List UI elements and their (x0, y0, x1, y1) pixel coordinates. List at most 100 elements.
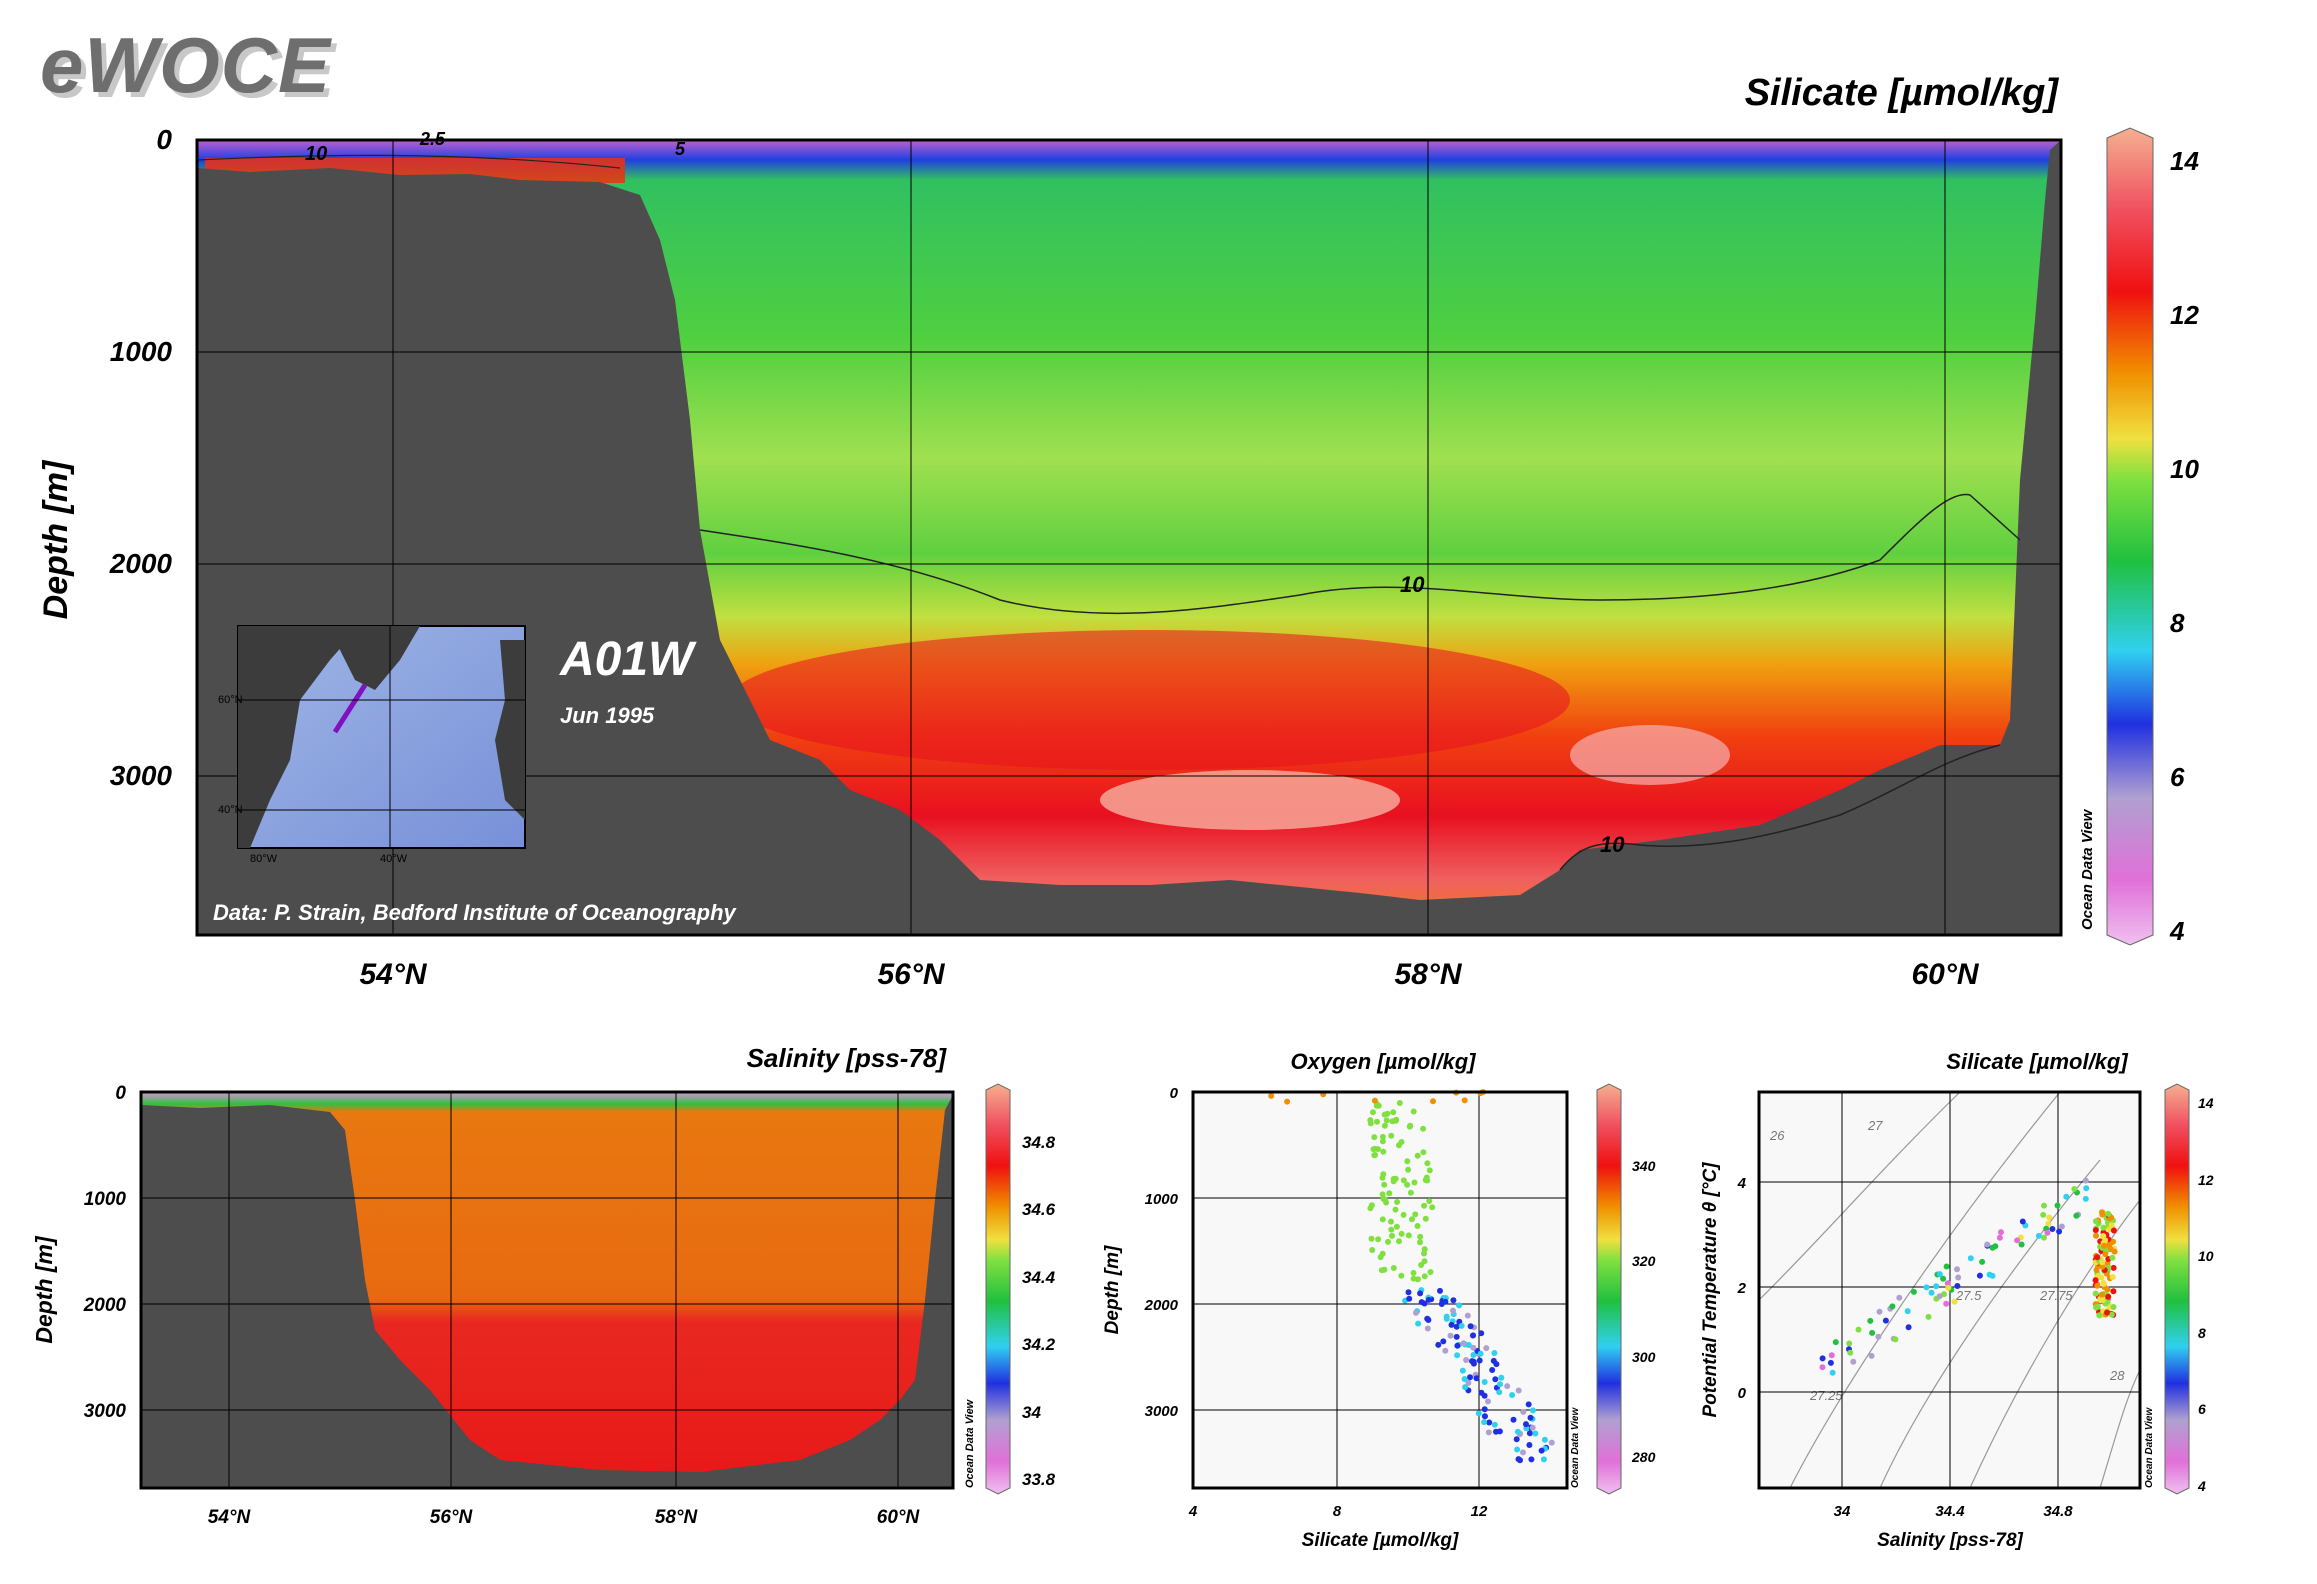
salinity-odv-label: Ocean Data View (964, 1398, 976, 1488)
salinity-colorbar (985, 1083, 1011, 1495)
inset-map-north-america (238, 626, 360, 848)
ts-odv-label: Ocean Data View (2144, 1407, 2155, 1488)
ts-ylabel: Potential Temperature θ [°C] (1700, 1162, 1721, 1418)
profile-point (1398, 1139, 1405, 1145)
ts-point (2109, 1274, 2116, 1281)
ts-point (2108, 1311, 2115, 1318)
profile-point (1386, 1190, 1393, 1197)
ts-point (2107, 1246, 2114, 1253)
profile-point (1515, 1387, 1522, 1394)
salinity-cbar-342: 34.2 (1022, 1335, 1056, 1354)
ts-point (1855, 1326, 1862, 1333)
profile-point (1529, 1407, 1536, 1414)
profile-point (1435, 1341, 1442, 1348)
profile-point (1406, 1295, 1413, 1302)
profile-point (1496, 1389, 1503, 1396)
profile-point (1509, 1392, 1516, 1398)
profile-point (1475, 1410, 1482, 1417)
profile-point (1400, 1211, 1407, 1218)
profile-point (1438, 1301, 1445, 1307)
profile-point (1388, 1132, 1395, 1139)
salinity-cbar-338: 33.8 (1022, 1470, 1056, 1489)
cruise-label: A01W (559, 633, 697, 686)
profile-point (1526, 1430, 1533, 1437)
ts-ytick-4: 4 (1737, 1175, 1747, 1192)
salinity-cbar-348: 34.8 (1022, 1133, 1056, 1152)
salinity-xtick-56: 56°N (430, 1507, 474, 1528)
profile-point (1478, 1330, 1485, 1337)
ts-point (2105, 1210, 2112, 1217)
ts-point (2082, 1195, 2089, 1202)
ts-isopycnal-28: 28 (2109, 1368, 2125, 1383)
profile-point (1425, 1296, 1432, 1303)
cruise-date: Jun 1995 (560, 703, 655, 728)
profile-point (1383, 1199, 1390, 1206)
ts-point (2099, 1296, 2106, 1303)
ts-point (2102, 1237, 2109, 1244)
ts-point (1889, 1303, 1896, 1310)
deep-max-core (1100, 770, 1400, 830)
profile-point (1523, 1421, 1529, 1428)
ts-point (2110, 1264, 2117, 1271)
ts-point (2073, 1212, 2080, 1219)
ts-point (1996, 1234, 2003, 1241)
inset-map-lon-80: 80°W (250, 853, 278, 865)
ts-point (1955, 1274, 1962, 1281)
ts-point (1928, 1289, 1935, 1296)
profile-point (1497, 1381, 1503, 1388)
main-xtick-58: 58°N (1394, 958, 1462, 991)
profile-panel: Oxygen [µmol/kg] 0 1000 2000 3000 Depth … (1102, 1049, 1656, 1551)
profile-point (1470, 1344, 1477, 1351)
ts-point (2093, 1266, 2100, 1273)
ts-isopycnal-27: 27 (1867, 1118, 1883, 1133)
profile-ytick-0: 0 (1170, 1085, 1179, 1102)
seafloor-topography (197, 140, 2061, 935)
ts-point (1892, 1336, 1899, 1343)
profile-point (1381, 1122, 1388, 1129)
ts-point (1954, 1283, 1961, 1289)
ts-point (1829, 1369, 1836, 1376)
ts-point (1819, 1364, 1826, 1371)
ts-point (2040, 1211, 2047, 1218)
profile-point (1483, 1345, 1490, 1352)
ts-point (1998, 1229, 2004, 1236)
ts-point (1819, 1355, 1826, 1362)
ts-point (2044, 1229, 2051, 1236)
profile-odv-label: Ocean Data View (1570, 1407, 1581, 1488)
profile-point (1367, 1120, 1374, 1127)
ts-point (1940, 1275, 1947, 1282)
profile-colorbar (1596, 1083, 1622, 1495)
profile-point (1453, 1323, 1460, 1330)
inset-map-lat-60: 60°N (218, 694, 243, 706)
contour-label-10c: 10 (305, 143, 327, 165)
ts-point (2094, 1282, 2101, 1289)
contour-label-5: 5 (675, 139, 686, 159)
profile-ytick-3000: 3000 (1145, 1403, 1179, 1420)
profile-point (1381, 1266, 1388, 1273)
ts-isopycnals (1758, 1091, 2141, 1489)
main-section-panel: Silicate [µmol/kg] 10 10 10 2.5 5 (37, 72, 2199, 991)
ts-point (2092, 1277, 2099, 1284)
ts-point (1896, 1294, 1903, 1301)
profile-point (1284, 1098, 1291, 1105)
profile-point (1414, 1276, 1421, 1283)
profile-point (1379, 1250, 1386, 1257)
ts-point (1867, 1317, 1874, 1324)
profile-point (1374, 1118, 1380, 1125)
ts-point (2041, 1202, 2047, 1209)
ts-point (1882, 1317, 1889, 1324)
profile-xtick-12: 12 (1471, 1503, 1488, 1520)
ts-point (2104, 1309, 2110, 1316)
profile-point (1404, 1158, 1411, 1165)
profile-point (1379, 1133, 1386, 1140)
contour-label-10a: 10 (1400, 572, 1425, 597)
ts-isopycnal-275: 27.5 (1955, 1288, 1982, 1303)
ts-point (2082, 1177, 2089, 1184)
profile-point (1476, 1357, 1483, 1364)
ts-point (2099, 1263, 2106, 1270)
ts-point (2093, 1304, 2100, 1311)
profile-point (1412, 1211, 1419, 1218)
inset-map-section-track (332, 683, 368, 734)
profile-point (1496, 1428, 1503, 1435)
profile-cbar-340: 340 (1632, 1158, 1656, 1174)
